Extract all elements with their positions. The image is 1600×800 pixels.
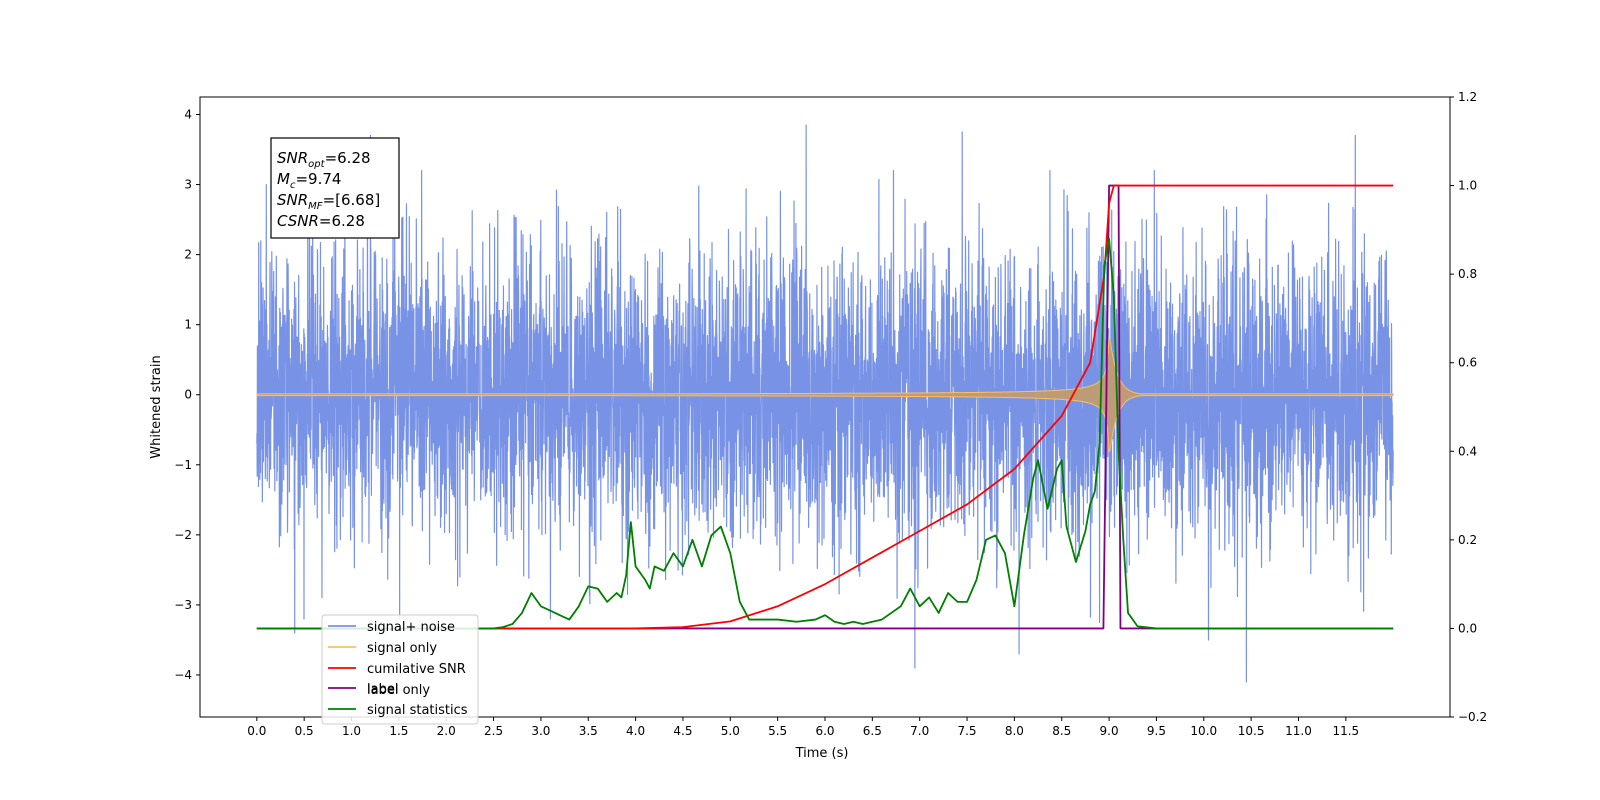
- x-tick-label: 11.5: [1332, 724, 1359, 738]
- legend-label: cumilative SNR: [367, 662, 466, 677]
- x-tick-label: 1.5: [389, 724, 408, 738]
- y2-tick-label: 0.6: [1458, 356, 1477, 370]
- legend-label-label-only: label only: [367, 683, 430, 698]
- y-tick-label: −4: [174, 668, 192, 682]
- x-tick-label: 1.0: [342, 724, 361, 738]
- y2-tick-label: −0.2: [1458, 710, 1487, 724]
- legend: signal+ noise signal only cumilative SNR la…: [321, 614, 479, 725]
- series-signal-noise: [256, 124, 1394, 683]
- x-tick-label: 0.5: [295, 724, 314, 738]
- x-tick-label: 4.5: [673, 724, 692, 738]
- annotation-line: SNRopt=6.28: [277, 149, 371, 170]
- series-signal-only: [256, 336, 1394, 453]
- y-tick-label: −1: [174, 458, 192, 472]
- annotation-line: SNRMF=[6.68]: [277, 191, 380, 212]
- x-axis: 0.0 0.5 1.0 1.5 2.0 2.5 3.0 3.5 4.0 4.5 5.0 5.5 6.0 6…: [247, 717, 1359, 738]
- y2-tick-label: 1.0: [1458, 179, 1477, 193]
- x-tick-label: 7.0: [910, 724, 929, 738]
- y2-tick-label: 0.0: [1458, 621, 1477, 635]
- x-tick-label: 8.5: [1052, 724, 1071, 738]
- legend-label: signal+ noise: [367, 620, 455, 635]
- x-tick-label: 10.0: [1190, 724, 1217, 738]
- legend-label: label: [367, 682, 398, 697]
- y-tick-label: 0: [184, 388, 192, 402]
- y-axis-right: 1.2 1.0 0.8 0.6 0.4 0.2 0.0 −0.2: [1450, 90, 1487, 724]
- y-tick-label: 4: [184, 108, 192, 122]
- x-tick-label: 3.0: [531, 724, 550, 738]
- y2-tick-label: 1.2: [1458, 90, 1477, 104]
- annotation-line: CSNR=6.28: [277, 212, 365, 230]
- x-tick-label: 6.0: [815, 724, 834, 738]
- y-tick-label: −2: [174, 528, 192, 542]
- x-tick-label: 3.5: [579, 724, 598, 738]
- y-tick-label: 1: [184, 318, 192, 332]
- x-tick-label: 4.0: [626, 724, 645, 738]
- y2-tick-label: 0.8: [1458, 267, 1477, 281]
- x-tick-label: 9.5: [1147, 724, 1166, 738]
- x-tick-label: 9.0: [1100, 724, 1119, 738]
- series-signal-statistics: [256, 237, 1394, 630]
- plot-area: [256, 124, 1394, 683]
- y-tick-label: 3: [184, 178, 192, 192]
- x-tick-label: 6.5: [863, 724, 882, 738]
- x-tick-label: 5.5: [768, 724, 787, 738]
- annotation-line: Mc=9.74: [277, 170, 341, 191]
- y2-tick-label: 0.4: [1458, 444, 1477, 458]
- x-tick-label: 10.5: [1238, 724, 1265, 738]
- series-cumilative-snr: [256, 184, 1394, 630]
- y2-tick-label: 0.2: [1458, 533, 1477, 547]
- y-tick-label: 2: [184, 248, 192, 262]
- y-tick-label: −3: [174, 598, 192, 612]
- x-tick-label: 5.0: [721, 724, 740, 738]
- x-tick-label: 8.0: [1005, 724, 1024, 738]
- x-tick-label: 2.5: [484, 724, 503, 738]
- x-tick-label: 11.0: [1285, 724, 1312, 738]
- y-axis-left: 4 3 2 1 0 −1 −2 −3 −4: [174, 108, 200, 682]
- x-tick-label: 2.0: [437, 724, 456, 738]
- legend-label: signal statistics: [367, 703, 468, 718]
- legend-label: signal only: [367, 641, 437, 656]
- x-axis-label: Time (s): [795, 746, 849, 761]
- x-tick-label: 0.0: [247, 724, 266, 738]
- y-axis-label: Whitened strain: [149, 355, 164, 458]
- x-tick-label: 7.5: [957, 724, 976, 738]
